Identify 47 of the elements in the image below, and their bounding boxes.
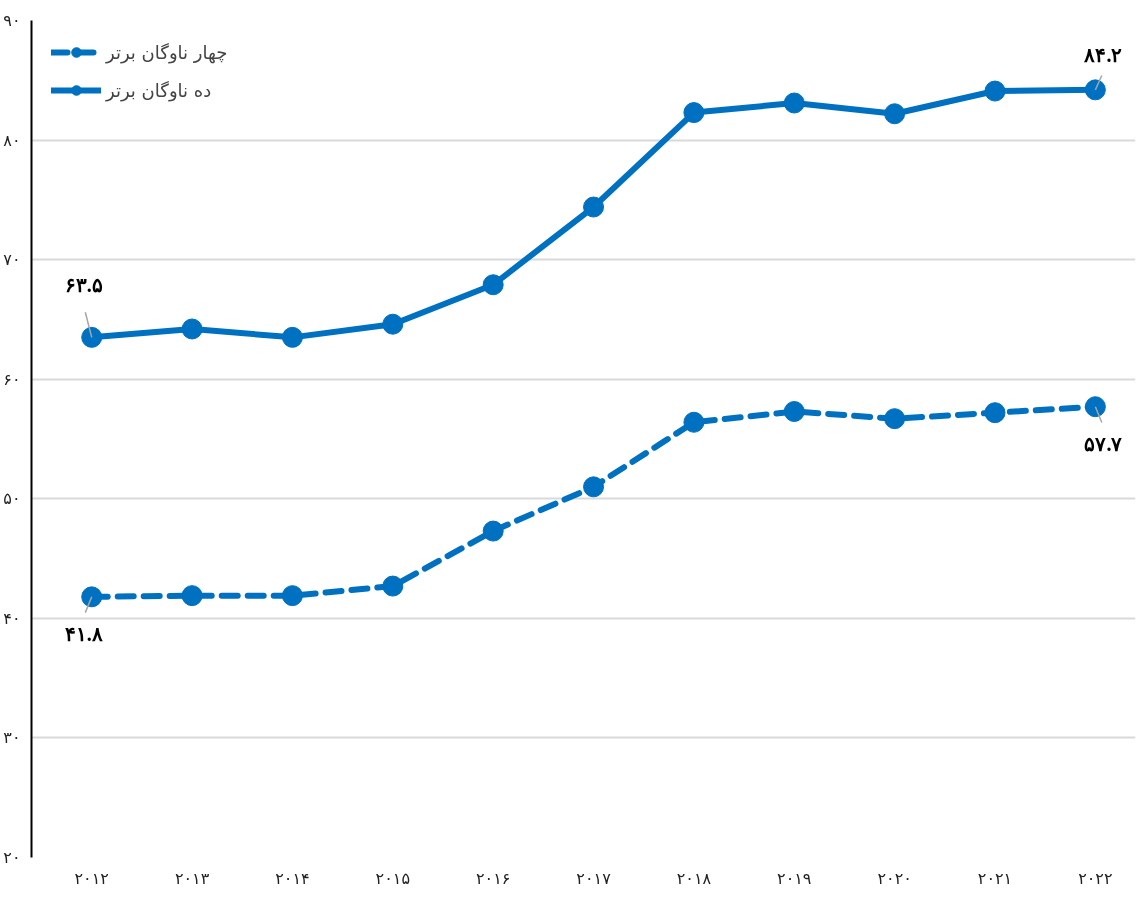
point	[482, 274, 504, 296]
x-tick-label: ۲۰۱۸	[676, 868, 712, 888]
point	[81, 326, 103, 348]
point	[1084, 79, 1106, 101]
point	[583, 196, 605, 218]
point	[583, 476, 605, 498]
y-tick-label: ۲۰	[3, 848, 21, 867]
legend-label: چهار ناوگان برتر	[106, 41, 228, 63]
point	[281, 326, 303, 348]
point	[984, 402, 1006, 424]
y-tick-label: ۷۰	[3, 250, 21, 270]
point	[884, 103, 906, 125]
x-tick-label: ۲۰۱۳	[174, 868, 210, 888]
x-tick-label: ۲۰۱۵	[375, 868, 410, 888]
point	[683, 411, 705, 433]
point	[181, 318, 203, 340]
point	[482, 520, 504, 542]
point	[984, 80, 1006, 102]
point	[1084, 396, 1106, 418]
x-tick-label: ۲۰۱۲	[74, 868, 109, 888]
x-tick-label: ۲۰۱۶	[475, 868, 511, 888]
x-tick-label: ۲۰۲۰	[877, 868, 912, 888]
x-tick-label: ۲۰۱۷	[576, 868, 612, 888]
data-label: ۴۱.۸	[64, 623, 103, 646]
y-tick-label: ۳۰	[3, 728, 21, 748]
x-tick-label: ۲۰۲۱	[977, 868, 1013, 888]
data-label: ۶۳.۵	[64, 273, 103, 296]
point	[281, 585, 303, 607]
y-tick-label: ۸۰	[3, 130, 21, 150]
point	[783, 401, 805, 422]
point	[382, 575, 404, 597]
x-tick-label: ۲۰۱۴	[275, 868, 310, 888]
point	[783, 92, 805, 114]
x-tick-label: ۲۰۲۲	[1078, 868, 1113, 888]
point	[181, 585, 203, 607]
y-tick-label: ۵۰	[3, 489, 21, 509]
y-tick-label: ۹۰	[3, 11, 21, 30]
data-label: ۵۷.۷	[1084, 433, 1123, 456]
data-label: ۸۴.۲	[1083, 43, 1123, 66]
point	[884, 408, 906, 430]
point	[683, 102, 705, 124]
point	[81, 586, 103, 608]
y-tick-label: ۴۰	[3, 608, 21, 628]
legend-label: ده ناوگان برتر	[106, 79, 212, 101]
point	[382, 313, 404, 335]
y-tick-label: ۶۰	[3, 369, 21, 389]
x-tick-label: ۲۰۱۹	[777, 868, 812, 888]
